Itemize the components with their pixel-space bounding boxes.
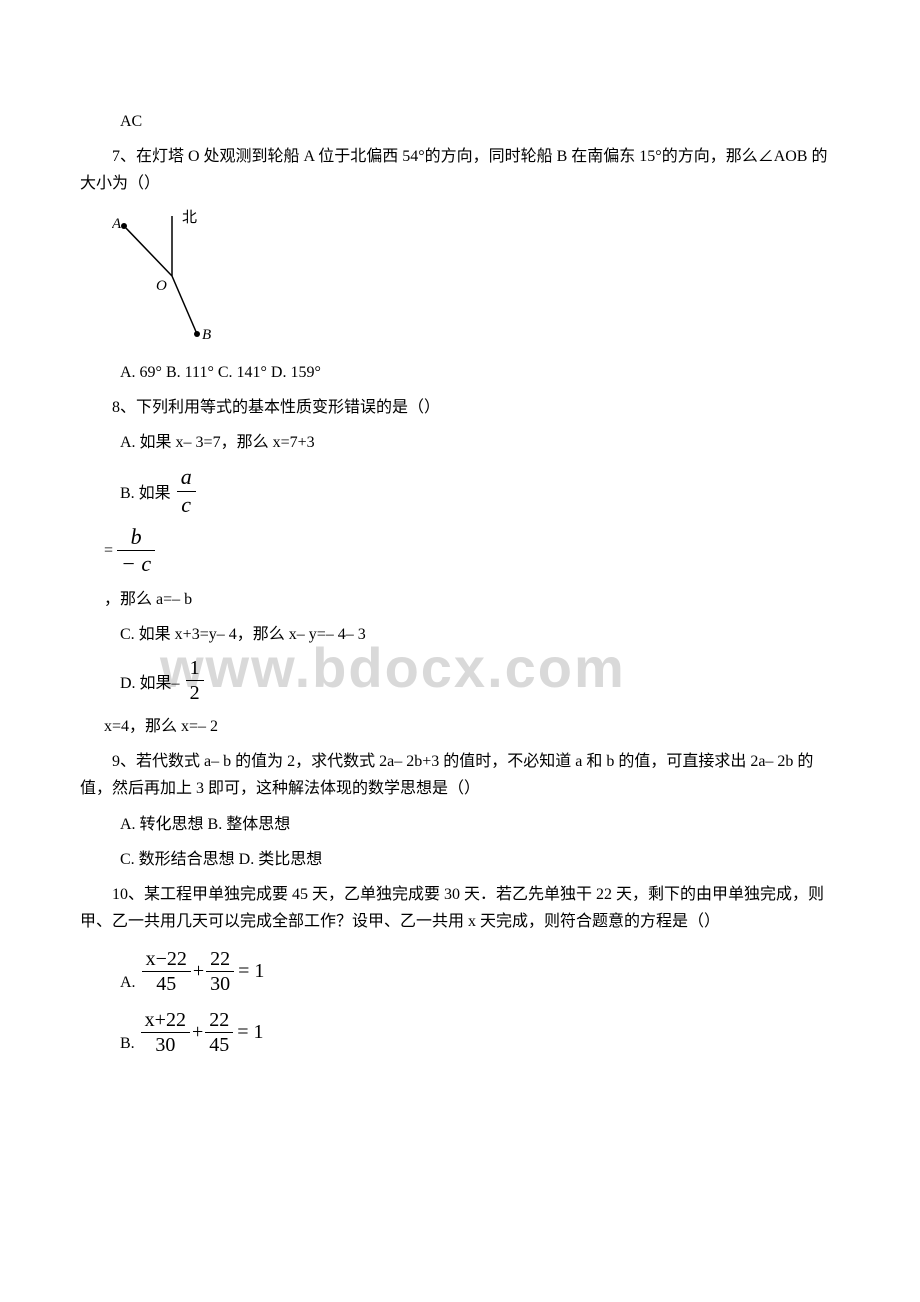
svg-text:O: O (156, 278, 167, 294)
q7-options: A. 69° B. 111° C. 141° D. 159° (120, 359, 840, 386)
q10-text: 10、某工程甲单独完成要 45 天，乙单独完成要 30 天．若乙先单独干 22 … (80, 881, 840, 935)
q9-text: 9、若代数式 a– b 的值为 2，求代数式 2a– 2b+3 的值时，不必知道… (80, 748, 840, 802)
q7-diagram: 北 A O B (112, 206, 840, 351)
svg-text:B: B (202, 327, 211, 343)
q10-optA: A. x−22 45 + 22 30 = 1 (120, 947, 840, 996)
q8-text: 8、下列利用等式的基本性质变形错误的是（） (80, 394, 840, 421)
svg-text:A: A (112, 216, 122, 232)
q9-opt-ab: A. 转化思想 B. 整体思想 (120, 811, 840, 838)
q8-optD-line2: x=4，那么 x=– 2 (104, 713, 840, 740)
svg-text:北: 北 (182, 209, 197, 226)
q9-opt-cd: C. 数形结合思想 D. 类比思想 (120, 846, 840, 873)
q8-optD-line1: D. 如果– 1 2 (120, 656, 840, 705)
q8-optB-line1: B. 如果 a c (120, 464, 840, 518)
q8-optC: C. 如果 x+3=y– 4，那么 x– y=– 4– 3 (120, 621, 840, 648)
q8-optB-suffix: ，那么 a=– b (104, 586, 840, 613)
fragment-ac: AC (120, 108, 840, 135)
q8-optB-line2: = b − c (104, 524, 840, 578)
q7-text: 7、在灯塔 O 处观测到轮船 A 位于北偏西 54°的方向，同时轮船 B 在南偏… (80, 143, 840, 197)
q10-optB: B. x+22 30 + 22 45 = 1 (120, 1008, 840, 1057)
q8-optA: A. 如果 x– 3=7，那么 x=7+3 (120, 429, 840, 456)
